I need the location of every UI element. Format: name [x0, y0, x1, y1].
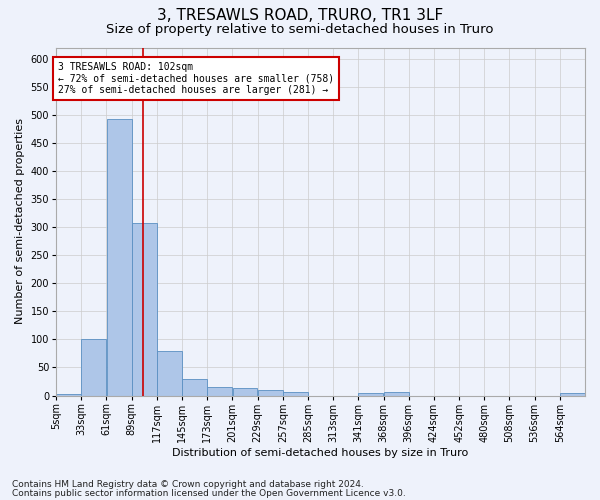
Text: Contains public sector information licensed under the Open Government Licence v3: Contains public sector information licen… — [12, 488, 406, 498]
Text: Size of property relative to semi-detached houses in Truro: Size of property relative to semi-detach… — [106, 22, 494, 36]
Bar — [383, 392, 409, 396]
Bar — [560, 394, 585, 396]
Bar — [107, 119, 131, 396]
Bar — [157, 350, 182, 396]
Bar — [132, 223, 157, 396]
Bar — [56, 394, 81, 396]
Text: 3, TRESAWLS ROAD, TRURO, TR1 3LF: 3, TRESAWLS ROAD, TRURO, TR1 3LF — [157, 8, 443, 22]
Bar — [283, 392, 308, 396]
Y-axis label: Number of semi-detached properties: Number of semi-detached properties — [15, 118, 25, 324]
Bar — [258, 390, 283, 396]
Bar — [182, 379, 207, 396]
Text: 3 TRESAWLS ROAD: 102sqm
← 72% of semi-detached houses are smaller (758)
27% of s: 3 TRESAWLS ROAD: 102sqm ← 72% of semi-de… — [58, 62, 334, 94]
Text: Contains HM Land Registry data © Crown copyright and database right 2024.: Contains HM Land Registry data © Crown c… — [12, 480, 364, 489]
Bar — [82, 340, 106, 396]
Bar — [358, 392, 383, 396]
Bar — [208, 387, 232, 396]
X-axis label: Distribution of semi-detached houses by size in Truro: Distribution of semi-detached houses by … — [172, 448, 469, 458]
Bar — [233, 388, 257, 396]
